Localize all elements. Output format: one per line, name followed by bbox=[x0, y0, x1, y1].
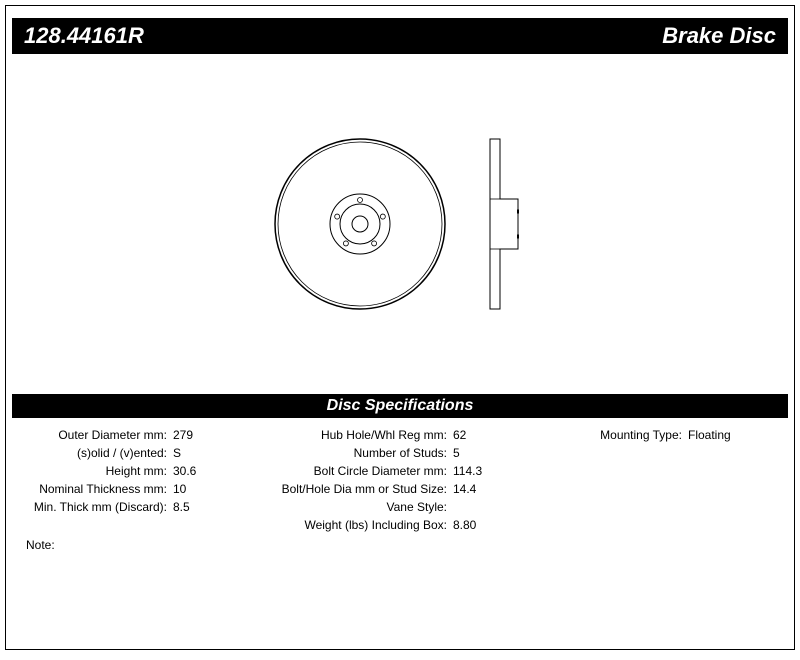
spec-value: 10 bbox=[173, 482, 186, 496]
spec-value: Floating bbox=[688, 428, 731, 442]
spec-value: 114.3 bbox=[453, 464, 482, 478]
spec-label: Bolt/Hole Dia mm or Stud Size: bbox=[248, 482, 453, 496]
spec-label: Height mm: bbox=[18, 464, 173, 478]
specs-col-1: Outer Diameter mm:279(s)olid / (v)ented:… bbox=[18, 426, 248, 534]
spec-value: 5 bbox=[453, 446, 460, 460]
spec-value: 30.6 bbox=[173, 464, 196, 478]
specs-col-3: Mounting Type:Floating bbox=[558, 426, 782, 534]
spec-label: Nominal Thickness mm: bbox=[18, 482, 173, 496]
section-bar: Disc Specifications bbox=[12, 394, 788, 418]
page-frame: 128.44161R Brake Disc Disc Specification… bbox=[5, 5, 795, 650]
product-type: Brake Disc bbox=[662, 23, 776, 49]
header-bar: 128.44161R Brake Disc bbox=[12, 18, 788, 54]
spec-row: Nominal Thickness mm:10 bbox=[18, 480, 248, 498]
spec-label: (s)olid / (v)ented: bbox=[18, 446, 173, 460]
spec-value: 62 bbox=[453, 428, 466, 442]
spec-label: Number of Studs: bbox=[248, 446, 453, 460]
spec-label: Min. Thick mm (Discard): bbox=[18, 500, 173, 514]
note-row: Note: bbox=[6, 534, 794, 552]
spec-row: Hub Hole/Whl Reg mm:62 bbox=[248, 426, 558, 444]
spec-label: Weight (lbs) Including Box: bbox=[248, 518, 453, 532]
spec-row: Vane Style: bbox=[248, 498, 558, 516]
spec-value: 14.4 bbox=[453, 482, 476, 496]
spec-row: Number of Studs:5 bbox=[248, 444, 558, 462]
spec-row: (s)olid / (v)ented:S bbox=[18, 444, 248, 462]
spec-label: Hub Hole/Whl Reg mm: bbox=[248, 428, 453, 442]
spec-row: Bolt Circle Diameter mm:114.3 bbox=[248, 462, 558, 480]
spec-label: Vane Style: bbox=[248, 500, 453, 514]
spec-row: Height mm:30.6 bbox=[18, 462, 248, 480]
spec-value: 8.5 bbox=[173, 500, 190, 514]
spec-label: Bolt Circle Diameter mm: bbox=[248, 464, 453, 478]
note-label: Note: bbox=[26, 538, 86, 552]
specs-grid: Outer Diameter mm:279(s)olid / (v)ented:… bbox=[6, 418, 794, 534]
part-number: 128.44161R bbox=[24, 23, 144, 49]
spec-value: S bbox=[173, 446, 181, 460]
disc-side-view bbox=[480, 134, 530, 314]
diagram-area bbox=[6, 64, 794, 384]
section-title: Disc Specifications bbox=[327, 397, 474, 415]
spec-label: Mounting Type: bbox=[558, 428, 688, 442]
spec-value: 279 bbox=[173, 428, 193, 442]
spec-label: Outer Diameter mm: bbox=[18, 428, 173, 442]
spec-row: Mounting Type:Floating bbox=[558, 426, 782, 444]
spec-row: Outer Diameter mm:279 bbox=[18, 426, 248, 444]
spec-row: Weight (lbs) Including Box:8.80 bbox=[248, 516, 558, 534]
spec-value: 8.80 bbox=[453, 518, 476, 532]
spec-row: Bolt/Hole Dia mm or Stud Size:14.4 bbox=[248, 480, 558, 498]
spec-row: Min. Thick mm (Discard):8.5 bbox=[18, 498, 248, 516]
specs-col-2: Hub Hole/Whl Reg mm:62Number of Studs:5B… bbox=[248, 426, 558, 534]
disc-front-view bbox=[270, 134, 450, 314]
